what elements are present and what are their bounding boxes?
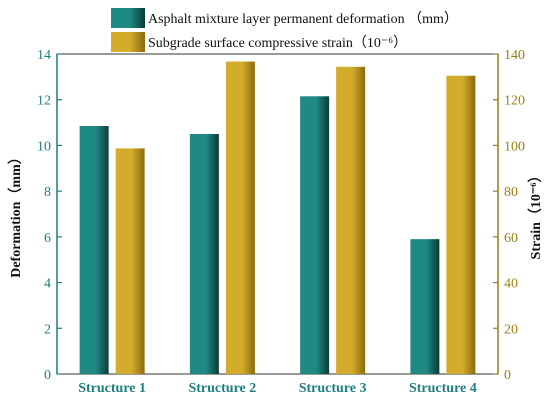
bar-strain-4 bbox=[446, 75, 476, 374]
category-label: Structure 4 bbox=[409, 381, 477, 396]
left-tick-label: 14 bbox=[37, 48, 51, 63]
right-axis-title: Strain（10⁻⁶） bbox=[528, 169, 544, 260]
left-tick-label: 4 bbox=[44, 277, 51, 292]
bar-strain-1 bbox=[115, 148, 145, 374]
left-tick-label: 10 bbox=[37, 139, 51, 154]
right-axis-ticks: 0 20 40 60 80 100 120 140 bbox=[493, 48, 525, 383]
legend-label-deformation: Asphalt mixture layer permanent deformat… bbox=[148, 11, 458, 27]
right-tick-label: 40 bbox=[504, 277, 518, 292]
category-labels: Structure 1 Structure 2 Structure 3 Structu… bbox=[78, 381, 477, 396]
bar-strain-2 bbox=[225, 61, 255, 375]
left-tick-label: 0 bbox=[44, 368, 51, 383]
legend: Asphalt mixture layer permanent deformat… bbox=[111, 8, 458, 52]
left-axis-ticks: 0 2 4 6 8 10 12 14 bbox=[37, 48, 62, 383]
category-label: Structure 2 bbox=[188, 381, 256, 396]
category-label: Structure 3 bbox=[299, 381, 367, 396]
left-tick-label: 12 bbox=[37, 94, 51, 109]
bar-deformation-4 bbox=[410, 239, 440, 374]
bar-strain-3 bbox=[336, 66, 366, 375]
legend-label-strain: Subgrade surface compressive strain（10⁻⁶… bbox=[148, 35, 407, 51]
right-tick-label: 100 bbox=[504, 139, 525, 154]
left-tick-label: 8 bbox=[44, 185, 51, 200]
bar-deformation-2 bbox=[189, 134, 219, 374]
right-tick-label: 140 bbox=[504, 48, 525, 63]
left-axis-title: Deformation（mm） bbox=[8, 150, 24, 278]
category-label: Structure 1 bbox=[78, 381, 146, 396]
right-tick-label: 0 bbox=[504, 368, 511, 383]
bar-deformation-1 bbox=[79, 126, 109, 374]
legend-swatch-strain bbox=[111, 32, 145, 52]
bars bbox=[79, 61, 476, 375]
right-tick-label: 60 bbox=[504, 231, 518, 246]
right-tick-label: 120 bbox=[504, 94, 525, 109]
right-tick-label: 20 bbox=[504, 322, 518, 337]
bar-deformation-3 bbox=[300, 96, 330, 375]
right-tick-label: 80 bbox=[504, 185, 518, 200]
left-tick-label: 2 bbox=[44, 322, 51, 337]
legend-swatch-deformation bbox=[111, 8, 145, 28]
left-tick-label: 6 bbox=[44, 231, 51, 246]
